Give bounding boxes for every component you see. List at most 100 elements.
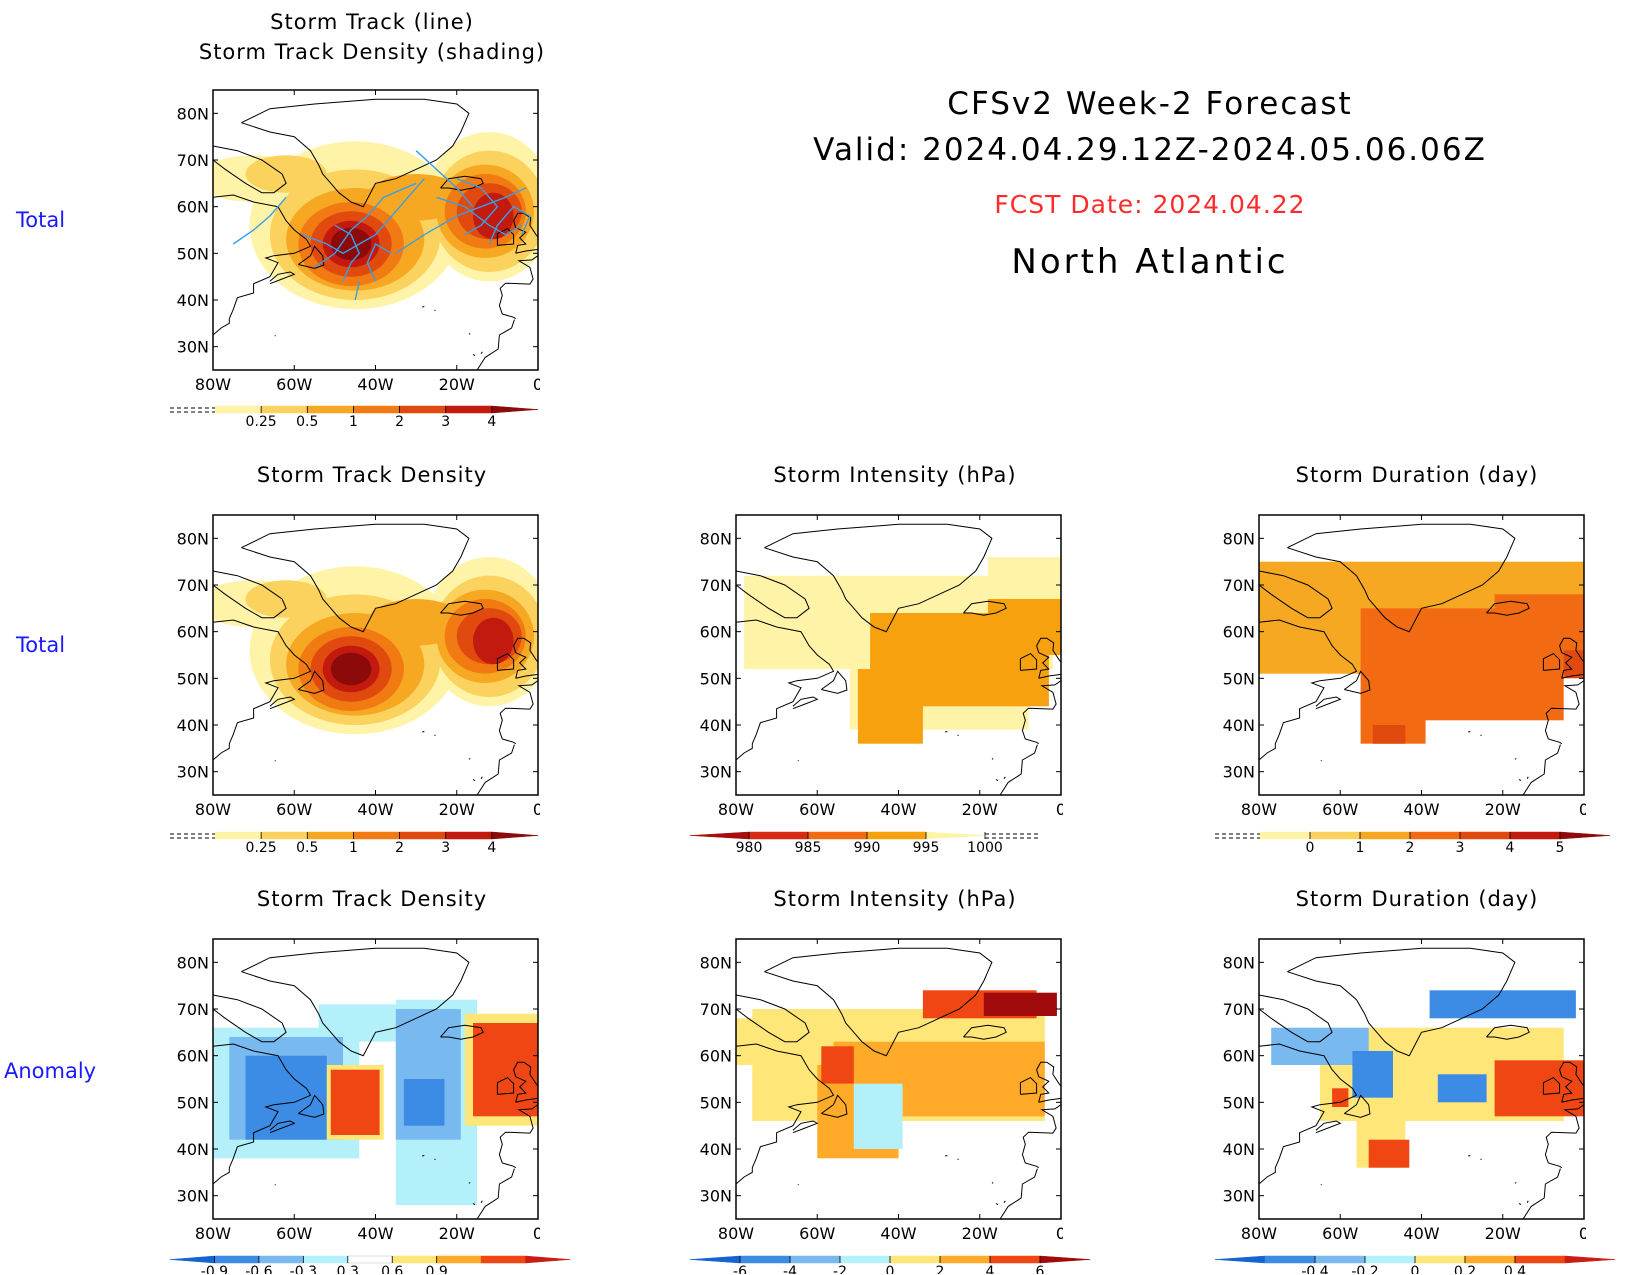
colorbar-tick-label: 4 (487, 840, 496, 856)
colorbar-swatch (353, 405, 400, 414)
colorbar-swatch (391, 1255, 437, 1264)
colorbar-tick-label: -0.6 (245, 1264, 272, 1274)
x-tick-label: 0 (1579, 800, 1586, 819)
storm-track-line (232, 196, 287, 245)
panel-title-duration-total: Storm Duration (day) (1295, 463, 1539, 487)
storm-track-line (415, 150, 474, 208)
colorbar-tick-label: 6 (1036, 1264, 1045, 1274)
colorbar-tick-label: 985 (795, 840, 822, 856)
colorbar-intensity-anomaly: -6 -4 -2 0 2 4 6 (690, 1255, 1091, 1274)
colorbar-swatch (1409, 831, 1461, 840)
shaded-field (213, 999, 538, 1205)
colorbar-swatch (1464, 1255, 1516, 1264)
panel-title-tracks-shading: Storm Track Density (shading) (198, 40, 546, 64)
colorbar-swatch (1559, 831, 1611, 840)
colorbar-swatch (491, 831, 539, 840)
map-duration-total: 80N 70N 60N 50N 40N 30N 80W 60W 40W 20W 0 (1223, 514, 1586, 819)
colorbar-tick-label: 980 (736, 840, 763, 856)
x-tick-label: 80W (195, 800, 231, 819)
x-tick-label: 60W (276, 1224, 312, 1243)
map-intensity-total: 80N 70N 60N 50N 40N 30N 80W 60W 40W 20W 0 (700, 514, 1063, 819)
colorbar-swatch (690, 1255, 741, 1264)
y-tick-label: 80N (177, 953, 209, 972)
colorbar-tick-label: -6 (733, 1264, 747, 1274)
panel-title-tracks-line: Storm Track (line) (270, 10, 474, 34)
x-tick-label: 60W (799, 1224, 835, 1243)
colorbar-swatch (303, 1255, 349, 1264)
y-tick-label: 70N (177, 1000, 209, 1019)
colorbar-duration-anomaly: -0.4 -0.2 0 0.2 0.4 (1215, 1255, 1616, 1274)
y-tick-label: 60N (1223, 623, 1255, 642)
colorbar-swatch (491, 405, 539, 414)
y-tick-label: 40N (1223, 716, 1255, 735)
y-tick-label: 50N (1223, 669, 1255, 688)
shaded-field (744, 557, 1061, 744)
colorbar-swatch (307, 405, 354, 414)
x-tick-label: 80W (718, 800, 754, 819)
colorbar-swatch (807, 831, 868, 840)
x-tick-label: 80W (1241, 800, 1277, 819)
storm-track-line (488, 205, 531, 245)
colorbar-tick-label: -0.3 (290, 1264, 317, 1274)
colorbar-swatch (1309, 831, 1361, 840)
colorbar-tick-label: 2 (1406, 840, 1415, 856)
x-tick-label: 40W (357, 375, 393, 394)
colorbar-tick-label: 2 (936, 1264, 945, 1274)
colorbar-tick-label: 0.25 (246, 414, 277, 430)
colorbar-swatch (1259, 831, 1311, 840)
colorbar-tick-label: 4 (1506, 840, 1515, 856)
x-tick-label: 40W (1403, 1224, 1439, 1243)
shaded-field (1271, 990, 1584, 1168)
row-label-total-1: Total (16, 208, 66, 232)
colorbar-tick-label: 3 (441, 840, 450, 856)
colorbar-swatch (260, 831, 308, 840)
y-tick-label: 60N (177, 198, 209, 217)
colorbar-tick-label: 0.5 (296, 840, 318, 856)
y-tick-label: 60N (700, 623, 732, 642)
y-tick-label: 70N (177, 576, 209, 595)
colorbar-tick-label: 0 (1411, 1264, 1420, 1274)
colorbar-swatch (480, 1255, 526, 1264)
map-density-total: 80N 70N 60N 50N 40N 30N 80W 60W 40W 20W 0 (177, 514, 540, 819)
x-tick-label: 0 (533, 800, 540, 819)
x-tick-label: 40W (357, 1224, 393, 1243)
x-tick-label: 20W (1485, 800, 1521, 819)
y-tick-label: 50N (177, 1093, 209, 1112)
y-tick-label: 30N (177, 763, 209, 782)
colorbar-swatch (260, 405, 308, 414)
colorbar-tick-label: 4 (487, 414, 496, 430)
y-tick-label: 40N (700, 1140, 732, 1159)
y-tick-label: 80N (1223, 953, 1255, 972)
x-tick-label: 60W (276, 800, 312, 819)
colorbar-tick-label: 0.4 (1504, 1264, 1526, 1274)
colorbar-swatch (399, 831, 446, 840)
storm-tracks (232, 150, 531, 301)
coastline (1259, 947, 1584, 1219)
colorbar-tick-label: -0.9 (201, 1264, 228, 1274)
colorbar-swatch (1509, 831, 1561, 840)
colorbar-tick-label: 5 (1556, 840, 1565, 856)
map-duration-anomaly: 80N 70N 60N 50N 40N 30N 80W 60W 40W 20W 0 (1223, 938, 1586, 1243)
x-tick-label: 60W (276, 375, 312, 394)
coastline (213, 947, 538, 1219)
shaded-field (213, 557, 538, 735)
colorbar-duration-total: 0 1 2 3 4 5 (1215, 831, 1611, 856)
colorbar-swatch (1359, 831, 1411, 840)
y-tick-label: 50N (177, 244, 209, 263)
colorbar-swatch (214, 405, 262, 414)
colorbar-swatch (989, 1255, 1041, 1264)
colorbar-swatch (739, 1255, 791, 1264)
y-tick-label: 60N (177, 623, 209, 642)
colorbar-swatch (690, 831, 750, 840)
y-tick-label: 70N (1223, 576, 1255, 595)
x-tick-label: 80W (195, 375, 231, 394)
main-title: CFSv2 Week-2 Forecast (947, 86, 1353, 122)
colorbar-tick-label: 4 (986, 1264, 995, 1274)
y-tick-label: 30N (700, 763, 732, 782)
colorbar-tick-label: 0.9 (426, 1264, 448, 1274)
x-tick-label: 60W (799, 800, 835, 819)
y-tick-label: 60N (177, 1047, 209, 1066)
colorbar-density-total: 0.25 0.5 1 2 3 4 (170, 831, 539, 856)
colorbar-swatch (170, 1255, 215, 1264)
colorbar-tick-label: 995 (913, 840, 940, 856)
